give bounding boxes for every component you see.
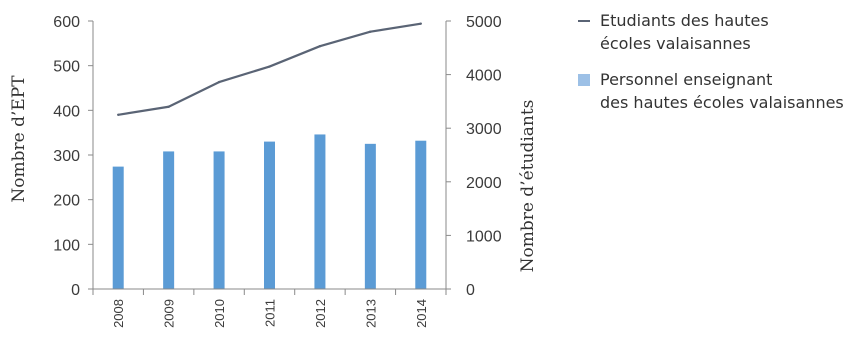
legend-line-swatch	[578, 20, 590, 22]
ytick-label-500: 500	[53, 59, 80, 76]
line-etudiants	[118, 22, 421, 116]
ytick-label-300: 300	[53, 148, 80, 165]
legend-label-line-2: écoles valaisannes	[600, 34, 751, 53]
ytick-label-600: 600	[53, 14, 80, 31]
bar-2013	[364, 143, 376, 289]
point-2012	[318, 44, 322, 48]
bar-2012	[314, 134, 326, 289]
left-axis-ticks: 0 100 200 300 400 500 600	[53, 14, 93, 299]
y2tick-label-5000: 5000	[466, 14, 502, 31]
point-2009	[167, 105, 170, 108]
line-series-etudiants	[117, 22, 422, 117]
y2tick-label-1000: 1000	[466, 228, 502, 245]
point-2014	[419, 22, 422, 25]
legend-item-personnel: Personnel enseignant des hautes écoles v…	[578, 68, 850, 114]
legend-label-bar-2: des hautes écoles valaisannes	[600, 93, 844, 112]
bar-2009	[163, 151, 175, 289]
legend-bar-swatch	[578, 74, 590, 86]
legend: Etudiants des hautes écoles valaisannes …	[578, 9, 850, 114]
point-2010	[217, 80, 221, 84]
bar-2011	[264, 141, 275, 289]
y-axis-title: Nombre d’EPT	[9, 75, 29, 203]
y2-axis-title: Nombre d’étudiants	[518, 100, 538, 273]
ytick-label-200: 200	[53, 193, 80, 210]
bar-2014	[415, 140, 427, 289]
ytick-label-0: 0	[71, 282, 80, 299]
point-2013	[369, 30, 372, 33]
bar-series-personnel	[112, 134, 427, 289]
legend-item-etudiants: Etudiants des hautes écoles valaisannes	[578, 9, 850, 55]
y2tick-label-2000: 2000	[466, 175, 502, 192]
legend-label-line-1: Etudiants des hautes	[600, 11, 769, 30]
y2tick-label-0: 0	[466, 282, 475, 299]
y2tick-label-3000: 3000	[466, 121, 502, 138]
xtick-label-2014: 2014	[414, 299, 429, 328]
point-2008	[117, 113, 120, 117]
y2tick-label-4000: 4000	[466, 68, 502, 85]
right-axis-ticks: 0 1000 2000 3000 4000 5000	[446, 14, 502, 299]
bar-2010	[213, 151, 225, 289]
x-axis-ticks: 2008 2009 2010 2011 2012 2013 2014	[92, 289, 447, 328]
point-2011	[268, 65, 271, 68]
xtick-label-2013: 2013	[363, 299, 378, 328]
xtick-label-2012: 2012	[313, 299, 328, 328]
xtick-label-2010: 2010	[212, 299, 227, 328]
xtick-label-2011: 2011	[263, 299, 278, 327]
xtick-label-2009: 2009	[162, 299, 177, 328]
legend-label-bar-1: Personnel enseignant	[600, 70, 773, 89]
bar-2008	[112, 166, 124, 289]
xtick-label-2008: 2008	[111, 299, 126, 328]
ytick-label-100: 100	[53, 237, 80, 254]
ytick-label-400: 400	[53, 103, 80, 120]
